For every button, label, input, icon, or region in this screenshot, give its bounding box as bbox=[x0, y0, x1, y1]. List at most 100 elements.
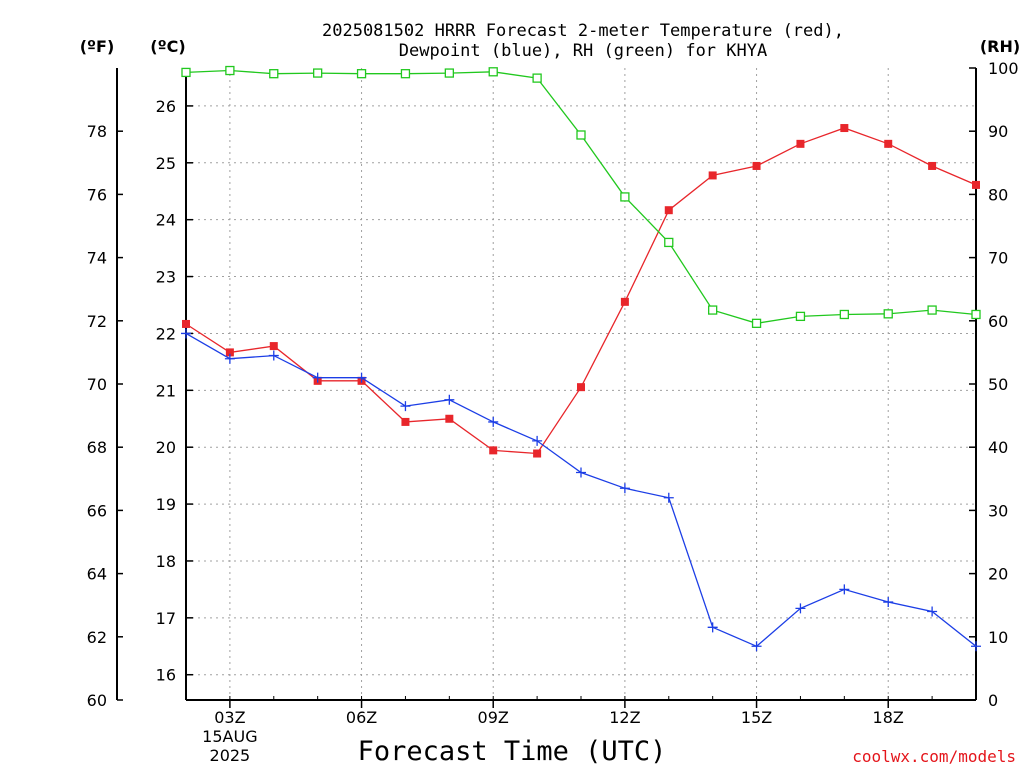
dewpoint-point bbox=[927, 606, 938, 617]
fahrenheit-tick-label: 60 bbox=[87, 691, 107, 710]
rh-point bbox=[488, 67, 498, 77]
fahrenheit-tick-label: 68 bbox=[87, 438, 107, 457]
dewpoint-point bbox=[795, 603, 806, 614]
rh-point bbox=[269, 69, 279, 79]
rh-point bbox=[971, 309, 981, 320]
x-tick-label: 03Z bbox=[214, 708, 245, 727]
dewpoint-point bbox=[268, 350, 279, 361]
dewpoint-point bbox=[181, 328, 191, 339]
celsius-tick-label: 23 bbox=[156, 268, 176, 287]
dewpoint-point bbox=[488, 416, 499, 427]
dewpoint-series-line bbox=[185, 332, 977, 648]
dewpoint-point bbox=[971, 641, 981, 652]
rh-tick-label: 80 bbox=[988, 185, 1008, 204]
dewpoint-point bbox=[883, 597, 894, 608]
temperature-point bbox=[620, 297, 629, 306]
temperature-point bbox=[577, 383, 585, 392]
rh-unit-label: (RH) bbox=[980, 37, 1020, 56]
temperature-point bbox=[182, 319, 190, 328]
rh-point bbox=[532, 73, 542, 83]
x-tick-label: 15Z bbox=[741, 708, 772, 727]
credit-label: coolwx.com/models bbox=[852, 747, 1016, 766]
rh-point bbox=[356, 69, 367, 79]
x-tick-label: 06Z bbox=[346, 708, 377, 727]
rh-tick-label: 70 bbox=[988, 249, 1008, 268]
axes: 60 62 64 66 68 70 72 74 76 78 16 17 18 19 20 21 22 23 24 25… bbox=[87, 59, 1019, 765]
temperature-point bbox=[752, 161, 761, 170]
rh-point bbox=[708, 305, 718, 315]
x-tick-year-label: 2025 bbox=[210, 746, 251, 765]
rh-point bbox=[313, 68, 323, 78]
fahrenheit-tick-label: 62 bbox=[87, 628, 107, 647]
rh-point bbox=[664, 237, 674, 248]
rh-tick-label: 50 bbox=[988, 375, 1008, 394]
rh-point bbox=[751, 318, 762, 328]
title-line-2: Dewpoint (blue), RH (green) for KHYA bbox=[399, 41, 767, 61]
x-tick-label: 09Z bbox=[478, 708, 509, 727]
x-tick-label: 12Z bbox=[609, 708, 640, 727]
fahrenheit-tick-label: 78 bbox=[87, 122, 107, 141]
temperature-point bbox=[269, 342, 278, 351]
fahrenheit-tick-label: 70 bbox=[87, 375, 107, 394]
x-tick-label: 18Z bbox=[873, 708, 904, 727]
temperature-point bbox=[796, 139, 805, 148]
rh-point bbox=[620, 192, 630, 202]
celsius-tick-label: 19 bbox=[156, 495, 176, 514]
celsius-tick-label: 20 bbox=[156, 438, 176, 457]
dewpoint-point bbox=[619, 483, 630, 494]
temperature-point bbox=[533, 449, 542, 458]
dewpoint-point bbox=[312, 372, 323, 383]
temperature-point bbox=[928, 161, 937, 170]
temperature-point bbox=[972, 180, 980, 189]
dewpoint-point bbox=[707, 622, 718, 633]
temperature-point bbox=[401, 417, 410, 426]
rh-point bbox=[400, 69, 411, 79]
celsius-tick-label: 25 bbox=[156, 154, 176, 173]
celsius-tick-label: 22 bbox=[156, 324, 176, 343]
rh-point bbox=[839, 309, 849, 320]
dewpoint-point bbox=[839, 584, 850, 595]
rh-point bbox=[444, 68, 454, 78]
rh-tick-label: 10 bbox=[988, 628, 1008, 647]
temperature-point bbox=[664, 206, 673, 215]
celsius-tick-label: 24 bbox=[156, 211, 176, 230]
rh-tick-label: 90 bbox=[988, 122, 1008, 141]
temperature-point bbox=[225, 348, 234, 357]
dewpoint-point bbox=[751, 641, 762, 652]
dewpoint-point bbox=[663, 492, 674, 503]
dewpoint-point bbox=[532, 435, 543, 446]
fahrenheit-tick-label: 76 bbox=[87, 185, 107, 204]
celsius-tick-label: 17 bbox=[156, 609, 176, 628]
rh-tick-label: 0 bbox=[988, 691, 998, 710]
rh-point bbox=[795, 311, 806, 322]
celsius-tick-label: 16 bbox=[156, 666, 176, 685]
series bbox=[181, 65, 981, 652]
rh-point bbox=[576, 130, 586, 140]
fahrenheit-tick-label: 66 bbox=[87, 501, 107, 520]
temperature-point bbox=[445, 414, 454, 423]
rh-point bbox=[181, 67, 191, 78]
fahrenheit-tick-label: 72 bbox=[87, 312, 107, 331]
temperature-point bbox=[489, 446, 498, 455]
celsius-tick-label: 26 bbox=[156, 97, 176, 116]
title-line-1: 2025081502 HRRR Forecast 2-meter Tempera… bbox=[322, 21, 844, 41]
temperature-point bbox=[708, 171, 717, 180]
dewpoint-point bbox=[576, 467, 586, 478]
fahrenheit-tick-label: 74 bbox=[87, 249, 107, 268]
celsius-unit-label: (ºC) bbox=[150, 37, 185, 56]
x-axis-label: Forecast Time (UTC) bbox=[358, 736, 667, 767]
temperature-series-line bbox=[185, 127, 977, 455]
celsius-tick-label: 18 bbox=[156, 552, 176, 571]
fahrenheit-tick-label: 64 bbox=[87, 565, 107, 584]
dewpoint-point bbox=[356, 372, 367, 383]
rh-point bbox=[927, 305, 937, 315]
temperature-point bbox=[840, 124, 849, 133]
rh-tick-label: 30 bbox=[988, 501, 1008, 520]
rh-point bbox=[883, 309, 893, 319]
x-tick-date-label: 15AUG bbox=[202, 727, 257, 746]
celsius-tick-label: 21 bbox=[156, 381, 176, 400]
rh-series-line bbox=[185, 69, 977, 324]
chart-title: 2025081502 HRRR Forecast 2-meter Tempera… bbox=[322, 21, 844, 61]
rh-tick-label: 20 bbox=[988, 565, 1008, 584]
